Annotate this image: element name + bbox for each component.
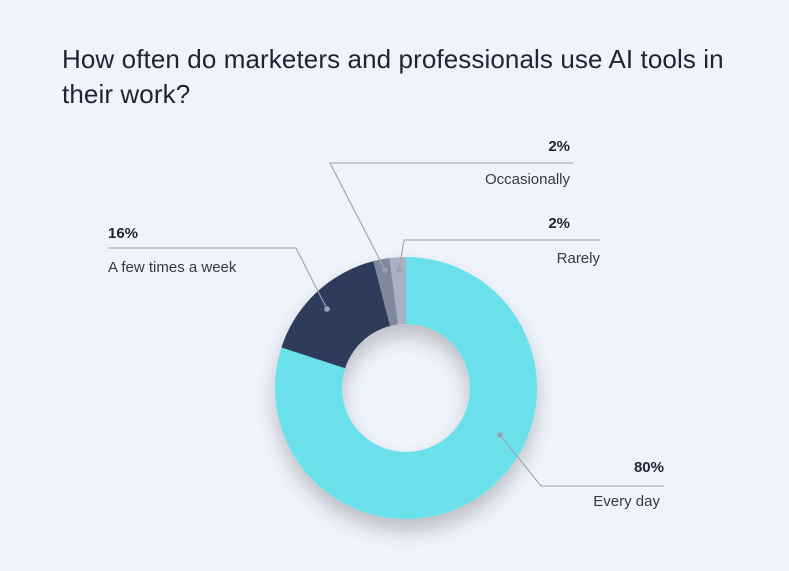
callout-line-a-few-times-a-week — [108, 247, 328, 310]
data-label-name-a-few-times-a-week: A few times a week — [108, 259, 237, 276]
slice-every-day — [275, 257, 537, 519]
callout-dot-occasionally — [382, 267, 388, 273]
callout-line-rarely — [398, 239, 600, 271]
callout-line-occasionally — [329, 162, 573, 271]
data-label-name-every-day: Every day — [593, 493, 660, 510]
data-label-value-every-day: 80% — [634, 459, 664, 476]
data-label-value-occasionally: 2% — [548, 138, 570, 155]
callouts: 80% Every day 16% A few times a week 2% Occas… — [108, 138, 664, 510]
data-label-name-rarely: Rarely — [557, 250, 601, 267]
slice-a-few-times-a-week — [281, 261, 391, 369]
callout-dot-rarely — [396, 267, 402, 273]
chart-title: How often do marketers and professionals… — [62, 44, 724, 109]
slice-rarely — [389, 257, 406, 325]
slice-occasionally — [373, 258, 398, 327]
callout-dot-every-day — [497, 432, 503, 438]
data-label-name-occasionally: Occasionally — [485, 171, 571, 188]
data-label-value-rarely: 2% — [548, 215, 570, 232]
data-label-value-a-few-times-a-week: 16% — [108, 225, 138, 242]
donut-slices — [275, 257, 537, 519]
callout-line-every-day — [499, 434, 664, 487]
callout-dot-a-few-times-a-week — [324, 306, 330, 312]
